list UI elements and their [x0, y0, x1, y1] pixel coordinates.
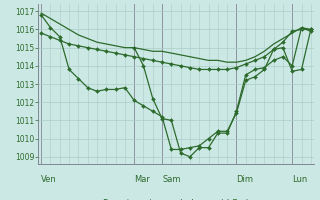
- Text: Mar: Mar: [134, 175, 150, 184]
- Text: Sam: Sam: [162, 175, 180, 184]
- Text: Ven: Ven: [41, 175, 57, 184]
- Text: Lun: Lun: [292, 175, 308, 184]
- Text: Pression niveau de la mer( hPa ): Pression niveau de la mer( hPa ): [103, 199, 249, 200]
- Text: Dim: Dim: [236, 175, 253, 184]
